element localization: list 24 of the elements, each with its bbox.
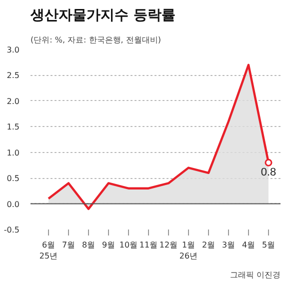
y-tick-label: 0.5 bbox=[6, 174, 20, 184]
y-tick-label: -0.5 bbox=[4, 226, 20, 234]
x-tick-label: 1월 26년 bbox=[179, 240, 198, 260]
y-tick-label: 2.0 bbox=[6, 96, 20, 106]
chart-title: 생산자물가지수 등락률 bbox=[30, 8, 176, 24]
x-tick-label: 6월 25년 bbox=[39, 240, 58, 260]
text: 그래픽 이진경 bbox=[230, 270, 281, 280]
x-tick-label: 4월 bbox=[242, 240, 256, 250]
x-tick-label: 2월 bbox=[202, 240, 216, 250]
y-tick-label: 0.0 bbox=[6, 200, 20, 209]
x-tick-label: 12월 bbox=[159, 240, 178, 250]
chart-subtitle: (단위: %, 자료: 한국은행, 전월대비) bbox=[30, 36, 161, 44]
y-tick-label: 1.0 bbox=[6, 148, 20, 158]
x-tick-label: 9월 bbox=[102, 240, 116, 250]
x-tick-label: 8월 bbox=[82, 240, 96, 250]
y-tick-label: 2.5 bbox=[6, 71, 20, 80]
x-tick-label: 7월 bbox=[62, 240, 76, 250]
y-tick-label: 1.5 bbox=[6, 122, 20, 132]
x-tick-label: 10월 bbox=[119, 240, 138, 250]
x-tick-label: 11월 bbox=[139, 240, 158, 250]
x-tick-label: 3월 bbox=[222, 240, 236, 250]
data-label: 0.8 bbox=[260, 166, 276, 179]
y-tick-label: 3.0 bbox=[6, 46, 20, 54]
x-tick-label: 5월 bbox=[262, 240, 276, 250]
